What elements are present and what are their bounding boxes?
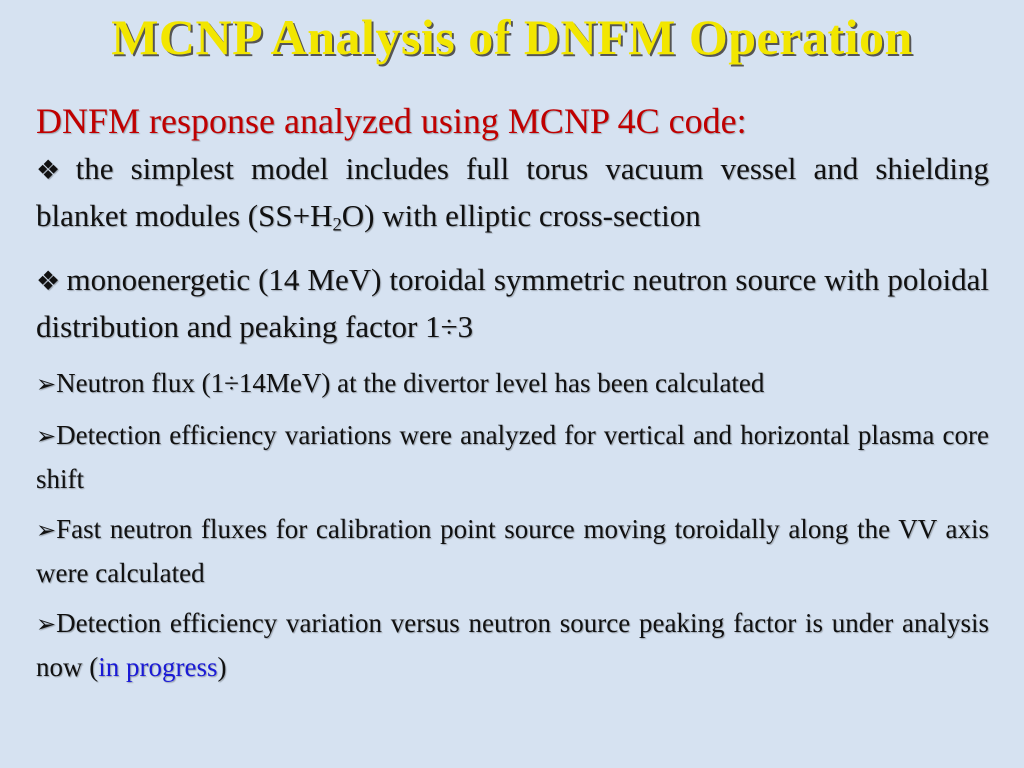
bullet-text: Fast neutron fluxes for calibration poin… — [36, 513, 989, 588]
arrow-bullet-icon: ➢ — [36, 517, 57, 544]
arrow-bullet-icon: ➢ — [36, 611, 57, 638]
slide-title: MCNP Analysis of DNFM Operation — [111, 9, 913, 65]
bullet-text: Detection efficiency variations were ana… — [36, 419, 989, 494]
list-item: ➢Detection efficiency variation versus n… — [36, 602, 989, 688]
subscript: 2 — [332, 214, 342, 236]
bullet-text: Neutron flux (1÷14MeV) at the divertor l… — [56, 367, 765, 398]
list-item: ➢Fast neutron fluxes for calibration poi… — [36, 508, 989, 594]
bullet-text: Detection efficiency variation versus ne… — [36, 607, 989, 682]
list-item: ➢Detection efficiency variations were an… — [36, 414, 989, 500]
in-progress-highlight: in progress — [98, 651, 218, 682]
bullet-text: ) — [217, 651, 227, 682]
bullet-text: monoenergetic (14 MeV) toroidal symmetri… — [36, 261, 989, 344]
list-item: ➢Neutron flux (1÷14MeV) at the divertor … — [36, 362, 989, 406]
list-item: ❖ monoenergetic (14 MeV) toroidal symmetr… — [36, 257, 989, 350]
slide-subtitle: DNFM response analyzed using MCNP 4C cod… — [36, 101, 747, 141]
slide-content: DNFM response analyzed using MCNP 4C cod… — [36, 100, 989, 688]
arrow-bullet-icon: ➢ — [36, 423, 57, 450]
bullet-text: the simplest model includes full torus v… — [36, 151, 989, 233]
diamond-bullet-icon: ❖ — [36, 265, 61, 296]
diamond-bullet-icon: ❖ — [36, 155, 70, 185]
bullet-text: O) with elliptic cross-section — [341, 198, 701, 233]
arrow-bullet-icon: ➢ — [36, 371, 57, 398]
list-item: ❖ the simplest model includes full torus … — [36, 146, 989, 249]
